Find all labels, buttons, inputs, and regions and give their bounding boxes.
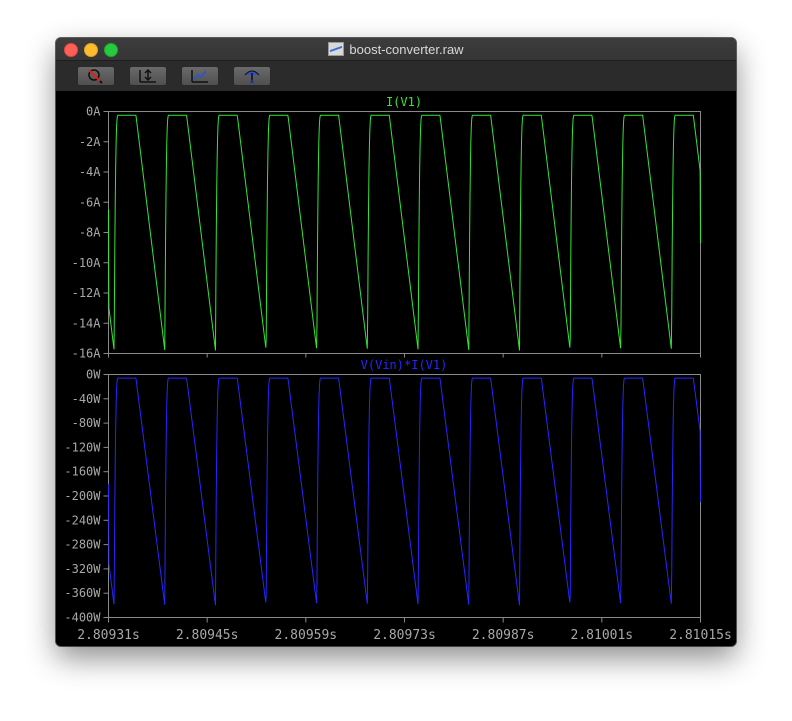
trace-title-current[interactable]: I(V1): [386, 95, 422, 109]
y-tick-label-power: -80W: [72, 416, 102, 430]
x-tick-label: 2.80987s: [472, 628, 535, 643]
y-tick-label-current: -16A: [72, 347, 102, 361]
autorange-button[interactable]: [129, 66, 167, 86]
y-tick-label-current: -4A: [79, 165, 101, 179]
autorange-icon: [139, 68, 156, 83]
plot-area[interactable]: I(V1) 0A -2A -4A -6A -8A -10A -12A -14A -16A V(V…: [56, 91, 736, 646]
y-tick-label-power: 0W: [86, 368, 101, 382]
window-title: boost-converter.raw: [349, 41, 464, 57]
y-tick-label-power: -200W: [64, 489, 101, 503]
y-tick-label-current: -12A: [72, 286, 102, 300]
pick-trace-button[interactable]: [233, 66, 271, 86]
plot-window: boost-converter.raw: [56, 38, 736, 646]
x-tick-label: 2.80973s: [373, 628, 436, 643]
y-tick-label-power: -120W: [64, 440, 101, 454]
y-tick-label-power: -240W: [64, 513, 101, 527]
x-tick-label: 2.80945s: [176, 628, 239, 643]
x-tick-label: 2.81015s: [669, 628, 732, 643]
y-tick-label-power: -280W: [64, 538, 101, 552]
pane-current: I(V1) 0A -2A -4A -6A -8A -10A -12A -14A -16A: [72, 95, 701, 361]
y-tick-label-current: -2A: [79, 135, 101, 149]
trace-title-power[interactable]: V(Vin)*I(V1): [361, 358, 448, 372]
x-tick-label: 2.80959s: [275, 628, 338, 643]
x-tick-label: 2.80931s: [77, 628, 140, 643]
toolbar: [56, 61, 736, 91]
y-tick-label-power: -160W: [64, 465, 101, 479]
pane-current-frame: [108, 111, 701, 354]
trace-current[interactable]: [108, 114, 701, 351]
y-tick-label-power: -40W: [72, 392, 102, 406]
y-tick-label-power: -320W: [64, 562, 101, 576]
y-tick-label-current: -6A: [79, 195, 101, 209]
zoom-extents-button[interactable]: [181, 66, 219, 86]
y-tick-label-current: 0A: [86, 105, 101, 119]
y-tick-label-current: -8A: [79, 226, 101, 240]
close-button[interactable]: [64, 43, 78, 57]
y-tick-label-current: -14A: [72, 316, 102, 330]
zoom-extents-icon: [191, 70, 208, 83]
waveform-file-icon: [328, 42, 345, 56]
zoom-cancel-button[interactable]: [77, 66, 115, 86]
minimize-button[interactable]: [84, 43, 98, 57]
waveform-plots[interactable]: I(V1) 0A -2A -4A -6A -8A -10A -12A -14A -16A V(V…: [56, 91, 736, 646]
zoom-button[interactable]: [104, 43, 118, 57]
pane-power: V(Vin)*I(V1) 0W -40W -80W -120W -160W -200W -2…: [64, 358, 731, 643]
trace-power[interactable]: [108, 377, 701, 606]
title-wrap: boost-converter.raw: [56, 38, 736, 60]
y-tick-label-power: -400W: [64, 611, 101, 625]
y-tick-label-power: -360W: [64, 586, 101, 600]
pick-trace-icon: [244, 70, 260, 83]
title-bar[interactable]: boost-converter.raw: [56, 38, 736, 61]
y-tick-label-current: -10A: [72, 256, 102, 270]
zoom-cancel-icon: [88, 69, 103, 84]
x-tick-label: 2.81001s: [571, 628, 634, 643]
